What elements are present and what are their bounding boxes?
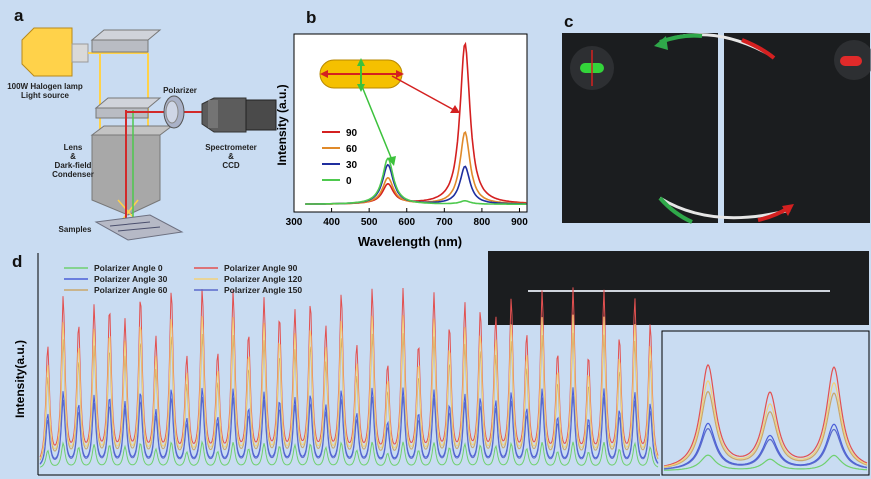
- chart-b-legend-label: 0: [346, 176, 352, 187]
- lens-line-2: &: [70, 152, 76, 161]
- light-source-line-1: 100W Halogen lamp: [7, 82, 83, 91]
- peaks-inset-frame: [661, 330, 870, 476]
- peaks-inset-line: [663, 363, 868, 467]
- lens-line-3: Dark-field: [54, 161, 92, 170]
- chart-b-ylabel: Intensity (a.u.): [275, 84, 289, 165]
- light-source-line-2: Light source: [20, 91, 69, 100]
- peaks-inset-line: [663, 454, 868, 471]
- chart-b-xtick-label: 400: [323, 217, 340, 228]
- sample-stage-shape: [94, 214, 184, 241]
- panel-label-d: d: [12, 252, 23, 271]
- optical-setup-diagram: [21, 27, 277, 241]
- peaks-series-line: [39, 396, 659, 465]
- halogen-lamp-shape: [21, 27, 73, 77]
- lens-condenser-label: Lens & Dark-field Condenser: [48, 143, 98, 179]
- chart-b-xtick-label: 900: [511, 217, 528, 228]
- light-source-label: 100W Halogen lamp Light source: [4, 82, 86, 100]
- peaks-series-line: [39, 440, 659, 468]
- peaks-legend-label: Polarizer Angle 30: [94, 274, 168, 284]
- dark-field-overlay: [570, 33, 871, 224]
- nanowire-image: [488, 251, 869, 325]
- peaks-legend-label: Polarizer Angle 120: [224, 274, 302, 284]
- chart-b-legend-label: 60: [346, 144, 358, 155]
- chart-b-xtick-label: 600: [398, 217, 415, 228]
- chart-b-legend-label: 90: [346, 128, 358, 139]
- spectrometer-label: Spectrometer & CCD: [198, 143, 264, 170]
- spectrometer-line-1: Spectrometer: [205, 143, 257, 152]
- peaks-series-line: [39, 314, 659, 460]
- chart-b-xtick-label: 500: [361, 217, 378, 228]
- spectrometer-line-3: CCD: [222, 161, 240, 170]
- peaks-inset-line: [663, 390, 868, 468]
- chart-b-xlabel: Wavelength (nm): [358, 234, 462, 249]
- peaks-chart-series: [39, 287, 659, 468]
- peaks-legend-label: Polarizer Angle 0: [94, 263, 163, 273]
- peaks-inset-line: [663, 422, 868, 470]
- chart-b-series-line: [305, 157, 527, 205]
- panel-label-b: b: [306, 8, 317, 27]
- polarizer-label: Polarizer: [163, 86, 197, 95]
- panel-label-c: c: [564, 12, 574, 31]
- chart-b-legend: 90 60 30 0: [322, 128, 358, 187]
- chart-b-xtick-label: 800: [474, 217, 491, 228]
- peaks-legend-label: Polarizer Angle 90: [224, 263, 298, 273]
- chart-b-xtick-label: 700: [436, 217, 453, 228]
- mirror-shape: [91, 39, 149, 53]
- chart-b-x-ticks: 300 400 500 600 700 800 900: [286, 208, 528, 228]
- peaks-inset-series: [663, 363, 868, 471]
- chart-b-xtick-label: 300: [286, 217, 303, 228]
- lens-line-1: Lens: [63, 143, 83, 152]
- peaks-inset-line: [663, 427, 868, 470]
- lens-line-4: Condenser: [52, 170, 94, 179]
- spectrometer-line-2: &: [228, 152, 234, 161]
- chart-b-legend-label: 30: [346, 160, 358, 171]
- panel-label-a: a: [14, 6, 24, 25]
- nanowire-line: [528, 290, 830, 292]
- chart-b-series: [305, 41, 527, 205]
- peaks-series-line: [39, 287, 659, 458]
- peaks-series-line: [39, 387, 659, 465]
- red-rod-spot: [840, 56, 862, 66]
- samples-label: Samples: [58, 225, 92, 234]
- peaks-chart-ylabel: Intensity(a.u.): [13, 340, 27, 418]
- peaks-legend-label: Polarizer Angle 150: [224, 285, 302, 295]
- peaks-legend-label: Polarizer Angle 60: [94, 285, 168, 295]
- peaks-inset-line: [663, 379, 868, 468]
